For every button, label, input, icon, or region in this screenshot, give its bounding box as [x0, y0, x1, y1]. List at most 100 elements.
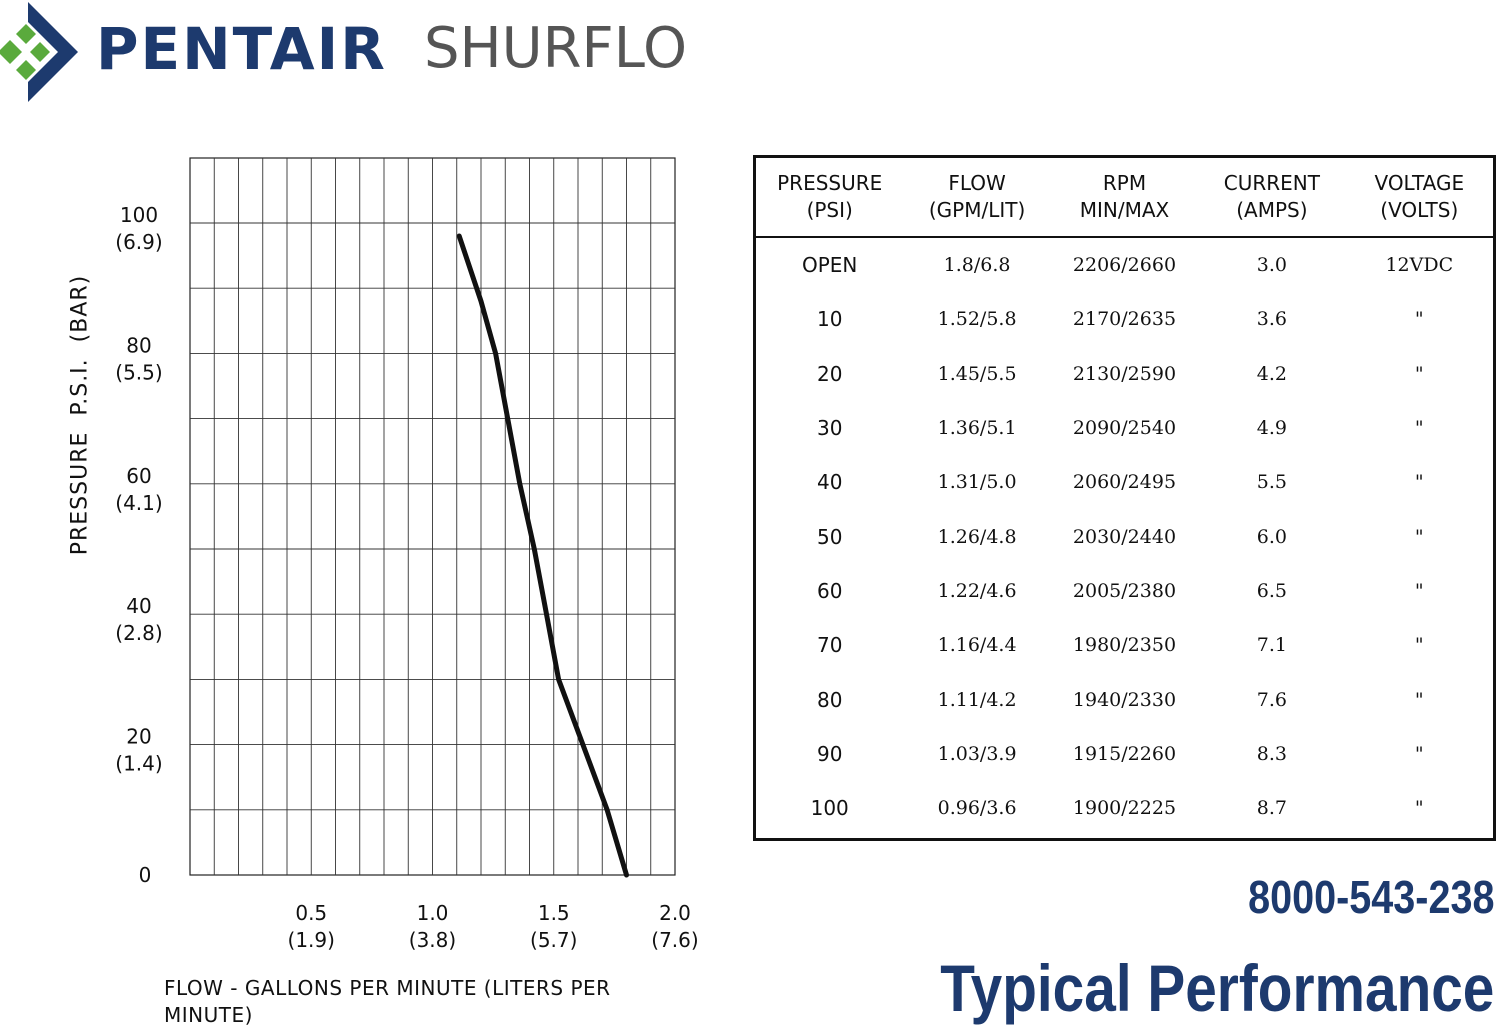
- x-tick-sublabel: (1.9): [288, 928, 335, 952]
- performance-chart: 0.5 (1.9) 1.0 (3.8) 1.5 (5.7) 2.0 (7.6) 0 20 (1.4)…: [115, 157, 699, 952]
- x-tick-sublabel: (7.6): [651, 928, 698, 952]
- column-header: CURRENT (AMPS): [1198, 158, 1346, 238]
- table-cell: 1940/2330: [1072, 688, 1177, 711]
- table-cell: 80: [816, 687, 843, 712]
- table-cell: 6.5: [1256, 579, 1287, 602]
- y-tick-sublabel: (1.4): [115, 752, 162, 776]
- table-cell: 50: [816, 524, 843, 549]
- table-cell: 1.52/5.8: [937, 308, 1017, 331]
- y-tick-label: 0: [139, 863, 152, 887]
- table-cell: 100: [810, 796, 849, 821]
- table-cell: ": [1414, 471, 1424, 494]
- table-cell: ": [1414, 797, 1424, 820]
- performance-table: PRESSURE (PSI) FLOW (GPM/LIT) RPM MIN/MAX C…: [753, 155, 1496, 841]
- table-row: 100 0.96/3.6 1900/2225 8.7 ": [756, 781, 1493, 835]
- table-cell: 2030/2440: [1072, 525, 1177, 548]
- x-tick-label: 2.0: [659, 901, 691, 925]
- brand-name: PENTAIR: [96, 15, 387, 83]
- table-cell: 2060/2495: [1072, 471, 1177, 494]
- table-cell: 1.31/5.0: [937, 471, 1017, 494]
- table-cell: 10: [816, 307, 843, 332]
- table-cell: ": [1414, 688, 1424, 711]
- table-cell: 1915/2260: [1072, 742, 1177, 765]
- table-cell: 1.16/4.4: [937, 634, 1017, 657]
- x-tick-label: 1.0: [417, 901, 449, 925]
- table-cell: 3.0: [1256, 254, 1287, 277]
- table-row: 70 1.16/4.4 1980/2350 7.1 ": [756, 618, 1493, 672]
- table-cell: 1.03/3.9: [937, 742, 1017, 765]
- table-cell: 2170/2635: [1072, 308, 1177, 331]
- x-axis-title: FLOW - GALLONS PER MINUTE (LITERS PER MI…: [164, 976, 611, 1027]
- y-tick-sublabel: (4.1): [115, 491, 162, 515]
- y-tick-sublabel: (6.9): [115, 230, 162, 254]
- column-header: VOLTAGE (VOLTS): [1345, 158, 1493, 238]
- table-cell: OPEN: [801, 253, 858, 278]
- table-cell: 6.0: [1256, 525, 1287, 548]
- table-row: 60 1.22/4.6 2005/2380 6.5 ": [756, 564, 1493, 618]
- table-cell: 3.6: [1256, 308, 1287, 331]
- table-cell: 1900/2225: [1072, 797, 1177, 820]
- table-cell: 1.8/6.8: [943, 254, 1011, 277]
- table-cell: 8.7: [1256, 797, 1287, 820]
- x-tick-label: 1.5: [538, 901, 570, 925]
- table-cell: 7.1: [1256, 634, 1287, 657]
- table-cell: 4.9: [1256, 417, 1287, 440]
- table-row: 20 1.45/5.5 2130/2590 4.2 ": [756, 347, 1493, 401]
- x-tick-sublabel: (5.7): [530, 928, 577, 952]
- y-tick-label: 100: [120, 203, 158, 227]
- table-cell: 1.45/5.5: [937, 362, 1017, 385]
- table-cell: 4.2: [1256, 362, 1287, 385]
- table-row: OPEN 1.8/6.8 2206/2660 3.0 12VDC: [756, 237, 1493, 292]
- y-tick-label: 60: [126, 464, 151, 488]
- table-cell: 30: [816, 416, 843, 441]
- table-row: 10 1.52/5.8 2170/2635 3.6 ": [756, 292, 1493, 346]
- table-cell: 70: [816, 633, 843, 658]
- table-cell: 1.11/4.2: [937, 688, 1017, 711]
- table-cell: 2005/2380: [1072, 579, 1177, 602]
- table-header-row: PRESSURE (PSI) FLOW (GPM/LIT) RPM MIN/MAX C…: [756, 158, 1493, 238]
- table-cell: 0.96/3.6: [937, 797, 1017, 820]
- table-cell: ": [1414, 634, 1424, 657]
- column-header: FLOW (GPM/LIT): [903, 158, 1051, 238]
- table-cell: 1.36/5.1: [937, 417, 1017, 440]
- table-cell: ": [1414, 362, 1424, 385]
- y-tick-sublabel: (2.8): [115, 621, 162, 645]
- x-tick-sublabel: (3.8): [409, 928, 456, 952]
- table-cell: ": [1414, 579, 1424, 602]
- table-cell: 8.3: [1256, 742, 1287, 765]
- table-cell: ": [1414, 308, 1424, 331]
- pentair-logo-icon: [0, 2, 78, 102]
- table-row: 80 1.11/4.2 1940/2330 7.6 ": [756, 672, 1493, 726]
- table-cell: 5.5: [1256, 471, 1287, 494]
- table-cell: 40: [816, 470, 843, 495]
- headline: Typical Performance: [939, 951, 1494, 1025]
- table-cell: 2130/2590: [1072, 362, 1177, 385]
- table-cell: ": [1414, 417, 1424, 440]
- table-row: 30 1.36/5.1 2090/2540 4.9 ": [756, 401, 1493, 455]
- table-cell: 1.22/4.6: [937, 579, 1017, 602]
- brand-logo: PENTAIR SHURFLO: [0, 0, 700, 110]
- y-tick-label: 80: [126, 333, 151, 357]
- table-cell: 90: [816, 741, 843, 766]
- y-tick-label: 20: [126, 725, 151, 749]
- table-cell: 2206/2660: [1072, 254, 1177, 277]
- table-cell: 20: [816, 361, 843, 386]
- table-cell: ": [1414, 525, 1424, 548]
- x-tick-label: 0.5: [295, 901, 327, 925]
- phone-number: 8000-543-238: [1247, 871, 1494, 923]
- y-axis-title-wrap: PRESSURE P.S.I. (BAR): [60, 155, 100, 675]
- table-row: 40 1.31/5.0 2060/2495 5.5 ": [756, 455, 1493, 509]
- table-cell: 12VDC: [1385, 254, 1454, 277]
- table-cell: 2090/2540: [1072, 417, 1177, 440]
- y-axis-title: PRESSURE P.S.I. (BAR): [67, 274, 93, 556]
- column-header: PRESSURE (PSI): [756, 158, 904, 238]
- column-header: RPM MIN/MAX: [1050, 158, 1199, 238]
- table-cell: ": [1414, 742, 1424, 765]
- series-line: [456, 233, 629, 878]
- y-tick-sublabel: (5.5): [115, 360, 162, 384]
- table-cell: 1980/2350: [1072, 634, 1177, 657]
- table-row: 50 1.26/4.8 2030/2440 6.0 ": [756, 509, 1493, 563]
- table-cell: 7.6: [1256, 688, 1287, 711]
- table-row: 90 1.03/3.9 1915/2260 8.3 ": [756, 727, 1493, 781]
- table-cell: 60: [816, 578, 843, 603]
